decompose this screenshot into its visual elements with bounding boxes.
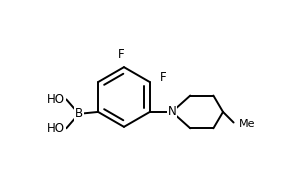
- Text: HO: HO: [47, 122, 65, 135]
- Text: F: F: [118, 48, 125, 61]
- Text: HO: HO: [47, 93, 65, 106]
- Text: B: B: [75, 107, 83, 120]
- Text: F: F: [160, 71, 167, 84]
- Text: Me: Me: [239, 120, 255, 129]
- Text: N: N: [167, 105, 176, 118]
